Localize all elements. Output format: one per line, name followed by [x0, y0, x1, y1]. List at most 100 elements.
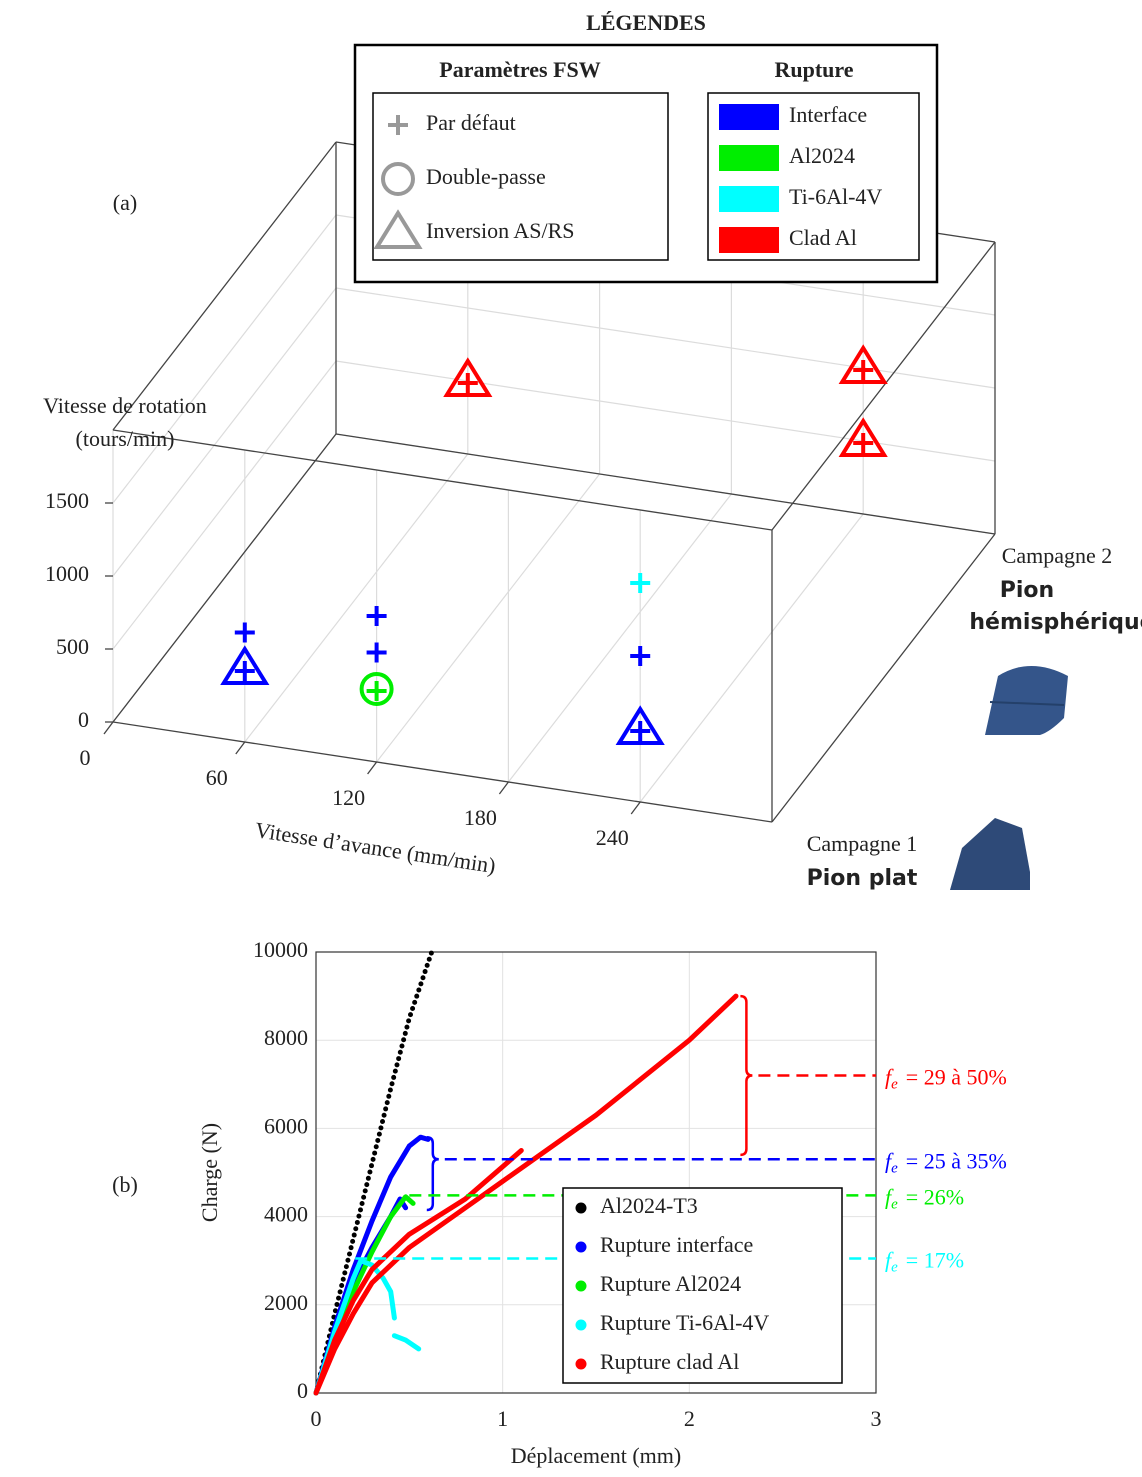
- y-tick-label: 0: [78, 707, 89, 732]
- axis-edge: [335, 433, 996, 535]
- x-tick-label: 120: [332, 785, 365, 810]
- y-tick-label: 500: [56, 634, 89, 659]
- legend-dot: [575, 1202, 587, 1214]
- point-marker: [359, 672, 394, 706]
- legend-swatch: [719, 145, 779, 171]
- annotation-subscript: e: [891, 1077, 898, 1093]
- panel-label: (b): [112, 1172, 138, 1197]
- z-tick-sublabel: Pion: [1000, 578, 1054, 603]
- annotation-text: = 26%: [906, 1184, 964, 1209]
- legend-marker: [388, 115, 408, 135]
- marker-part: [838, 344, 888, 384]
- x-tick-label: 3: [871, 1406, 882, 1431]
- marker-part: [443, 357, 493, 397]
- marker-part: [381, 162, 415, 196]
- legend-label: Par défaut: [426, 110, 516, 135]
- grid-line: [244, 453, 469, 743]
- x-axis-label: Déplacement (mm): [511, 1443, 681, 1468]
- series-line: [313, 993, 739, 1396]
- annotation-brace: [426, 1135, 439, 1212]
- y-axis-label: Vitesse de rotation: [43, 393, 207, 418]
- point-marker: [838, 344, 888, 384]
- y-tick-label: 0: [297, 1378, 308, 1403]
- point-marker: [615, 705, 665, 745]
- legend-label: Inversion AS/RS: [426, 218, 575, 243]
- x-tick-label: 2: [684, 1406, 695, 1431]
- legend-dot: [575, 1319, 587, 1331]
- y-tick-label: 8000: [264, 1025, 308, 1050]
- annotation-text: = 29 à 50%: [906, 1065, 1007, 1090]
- axis-edge: [112, 721, 773, 823]
- point-marker: [630, 646, 651, 666]
- point-marker: [234, 622, 255, 643]
- annotation-subscript: e: [891, 1161, 898, 1177]
- y-tick-label: 6000: [264, 1113, 308, 1138]
- x-tick-label: 180: [464, 805, 497, 830]
- grid-line: [376, 473, 601, 763]
- legend-label: Rupture interface: [600, 1232, 753, 1257]
- annotation-subscript: e: [891, 1260, 898, 1276]
- grid-line: [112, 360, 337, 650]
- marker-part: [615, 705, 665, 745]
- legend-label: Rupture Al2024: [600, 1271, 741, 1296]
- point-marker: [220, 645, 270, 685]
- y-tick-label: 1500: [45, 488, 89, 513]
- y-tick-label: 4000: [264, 1202, 308, 1227]
- annotation-symbol: f: [885, 1248, 894, 1273]
- axis-edge: [112, 433, 337, 723]
- x-tick: [235, 741, 246, 755]
- x-tick: [498, 781, 509, 795]
- legend-box: [562, 1187, 843, 1384]
- y-tick-label: 10000: [253, 937, 308, 962]
- x-tick: [630, 801, 641, 815]
- marker-part: [220, 645, 270, 685]
- x-tick-label: 0: [311, 1406, 322, 1431]
- grid-line: [335, 287, 996, 389]
- hemispherical-pin-image: [985, 666, 1068, 735]
- grid-line: [507, 493, 732, 783]
- legend-subbox: [707, 92, 920, 261]
- y-axis-label: Charge (N): [197, 1123, 222, 1222]
- flat-pin-image: [950, 818, 1030, 890]
- point-marker: [366, 642, 387, 663]
- point-marker: [366, 606, 387, 626]
- x-axis-label: Vitesse d’avance (mm/min): [253, 817, 497, 878]
- annotation-text: = 17%: [906, 1248, 964, 1273]
- legend-dot: [575, 1358, 587, 1370]
- z-tick-label: Campagne 2: [1002, 543, 1113, 568]
- legend-marker: [381, 162, 415, 196]
- legend-dot: [575, 1280, 587, 1292]
- legend-swatch: [719, 104, 779, 130]
- axis-edge: [771, 533, 996, 823]
- y-axis-label: (tours/min): [76, 426, 175, 451]
- point-marker: [838, 417, 888, 457]
- annotation-subscript: e: [891, 1197, 898, 1213]
- annotation-label: fe = 25 à 35%: [885, 1148, 1007, 1176]
- y-tick-label: 2000: [264, 1290, 308, 1315]
- axes-frame: [315, 951, 877, 1394]
- axis-edge: [112, 429, 773, 531]
- legend-subbox: [372, 92, 669, 261]
- legend-label: Al2024-T3: [600, 1193, 698, 1218]
- legend-section-title: Paramètres FSW: [439, 57, 601, 82]
- z-tick-sublabel: hémisphérique: [969, 610, 1142, 635]
- legend-label: Interface: [789, 102, 867, 127]
- marker-part: [838, 417, 888, 457]
- marker-part: [359, 672, 394, 706]
- legend-label: Al2024: [789, 143, 855, 168]
- series-line: [313, 1258, 422, 1396]
- legend-label: Clad Al: [789, 225, 857, 250]
- axis-edge: [771, 241, 996, 531]
- annotation-brace: [740, 994, 753, 1157]
- point-marker: [443, 357, 493, 397]
- legend-label: Rupture clad Al: [600, 1349, 739, 1374]
- legend-marker: [373, 209, 423, 249]
- z-tick-sublabel: Pion plat: [807, 866, 918, 891]
- annotation-symbol: f: [885, 1184, 894, 1209]
- grid-line: [335, 360, 996, 462]
- legend-section-title: Rupture: [774, 57, 853, 82]
- x-tick-label: 60: [206, 765, 228, 790]
- x-tick-label: 1: [497, 1406, 508, 1431]
- grid-line: [112, 287, 337, 577]
